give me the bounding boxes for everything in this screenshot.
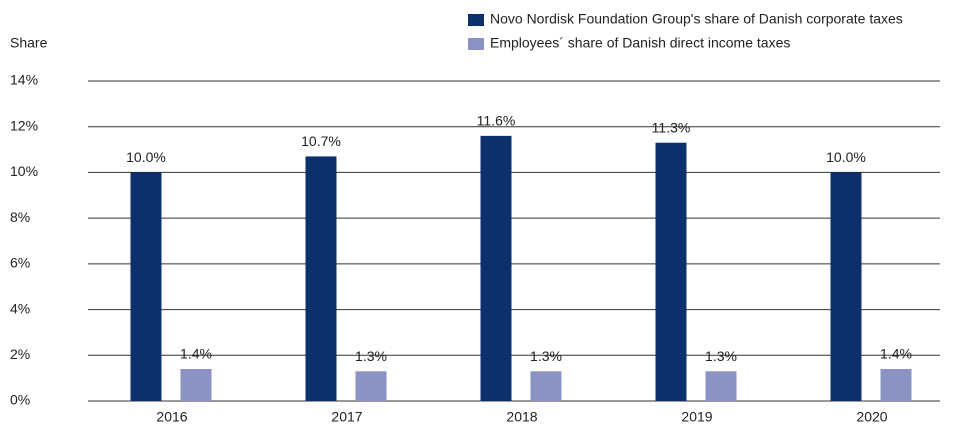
x-tick-label: 2019 xyxy=(681,409,712,425)
value-label: 1.3% xyxy=(530,348,562,364)
x-tick-label: 2017 xyxy=(331,409,362,425)
bar xyxy=(705,371,737,401)
y-tick-label: 0% xyxy=(10,392,30,408)
x-tick-label: 2020 xyxy=(856,409,887,425)
legend-swatch xyxy=(468,14,484,26)
legend-label: Employees´ share of Danish direct income… xyxy=(490,35,790,51)
bar xyxy=(830,172,862,401)
bar xyxy=(305,156,337,401)
y-tick-label: 14% xyxy=(10,72,38,88)
bar xyxy=(130,172,162,401)
value-label: 10.7% xyxy=(301,133,341,149)
x-tick-label: 2018 xyxy=(506,409,537,425)
bar xyxy=(480,135,512,401)
y-axis-label: Share xyxy=(10,35,48,51)
bar xyxy=(530,371,562,401)
y-tick-label: 8% xyxy=(10,209,30,225)
value-label: 11.6% xyxy=(477,113,516,129)
y-tick-label: 6% xyxy=(10,255,30,271)
y-tick-label: 2% xyxy=(10,346,30,362)
bar xyxy=(880,369,912,401)
value-label: 11.3% xyxy=(652,119,691,135)
y-tick-label: 10% xyxy=(10,163,38,179)
legend-swatch xyxy=(468,38,484,50)
value-label: 1.4% xyxy=(880,346,912,362)
value-label: 1.3% xyxy=(705,348,737,364)
bar xyxy=(180,369,212,401)
value-label: 1.4% xyxy=(180,346,212,362)
value-label: 10.0% xyxy=(826,149,866,165)
value-label: 10.0% xyxy=(126,149,166,165)
x-tick-label: 2016 xyxy=(156,409,187,425)
legend-label: Novo Nordisk Foundation Group's share of… xyxy=(490,11,903,27)
bar xyxy=(355,371,387,401)
bar xyxy=(655,142,687,401)
y-tick-label: 12% xyxy=(10,117,38,133)
value-label: 1.3% xyxy=(355,348,387,364)
y-tick-label: 4% xyxy=(10,300,30,316)
